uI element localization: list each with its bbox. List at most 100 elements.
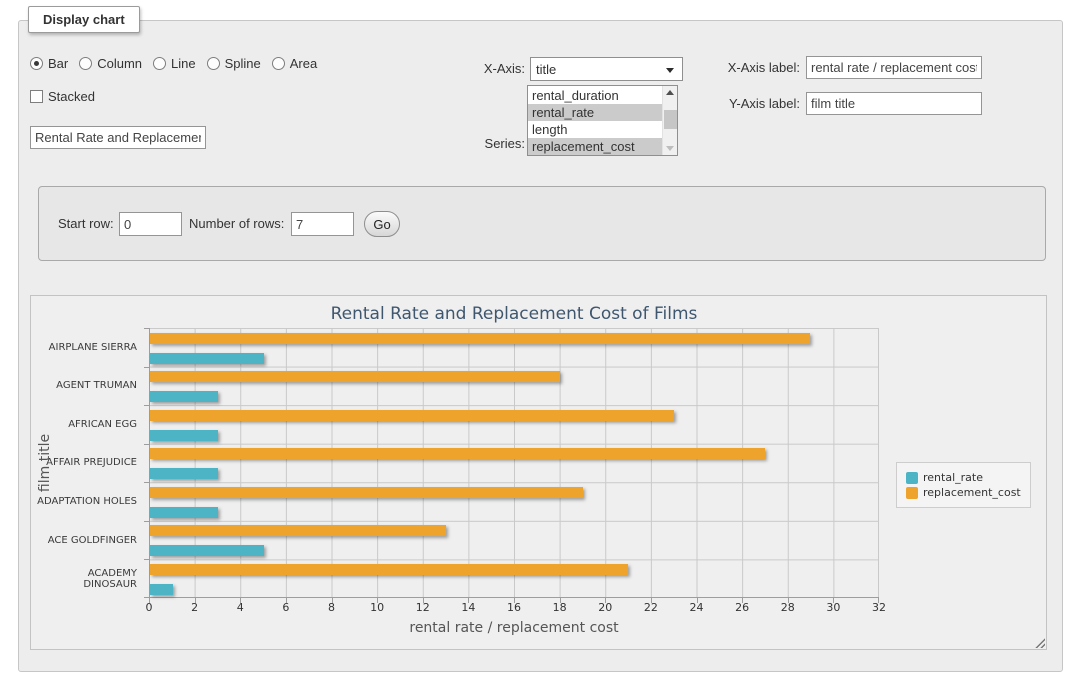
- plot-area: 02468101214161820222426283032: [149, 328, 879, 598]
- bar-rental-rate[interactable]: [150, 584, 173, 595]
- radio-icon[interactable]: [30, 57, 43, 70]
- scroll-down-icon[interactable]: [663, 141, 678, 155]
- num-rows-input[interactable]: [291, 212, 354, 236]
- scroll-up-icon[interactable]: [663, 86, 678, 100]
- radio-label: Column: [97, 56, 142, 71]
- chart-title: Rental Rate and Replacement Cost of Film…: [149, 304, 879, 324]
- x-axis-title: rental rate / replacement cost: [149, 620, 879, 636]
- bar-rental-rate[interactable]: [150, 507, 218, 518]
- radio-label: Area: [290, 56, 317, 71]
- series-option-replacement_cost[interactable]: replacement_cost: [528, 138, 662, 155]
- category-label: AIRPLANE SIERRA: [31, 328, 143, 367]
- fieldset-legend: Display chart: [28, 6, 140, 33]
- bar-replacement-cost[interactable]: [150, 333, 810, 344]
- series-multiselect[interactable]: rental_durationrental_ratelengthreplacem…: [527, 85, 678, 156]
- x-tick-label: 22: [644, 601, 658, 614]
- bar-rental-rate[interactable]: [150, 353, 264, 364]
- x-tick-label: 4: [237, 601, 244, 614]
- x-tick-label: 32: [872, 601, 886, 614]
- chart-type-radio-bar[interactable]: Bar: [30, 56, 68, 71]
- category-band: [150, 444, 879, 483]
- bar-replacement-cost[interactable]: [150, 487, 583, 498]
- radio-icon[interactable]: [79, 57, 92, 70]
- x-axis-select-label: X-Axis:: [455, 57, 525, 81]
- listbox-scrollbar[interactable]: [662, 86, 677, 155]
- bar-replacement-cost[interactable]: [150, 525, 446, 536]
- bar-replacement-cost[interactable]: [150, 564, 628, 575]
- radio-icon[interactable]: [272, 57, 285, 70]
- y-tick: [144, 444, 149, 445]
- category-label: AGENT TRUMAN: [31, 367, 143, 406]
- y-axis-label-label: Y-Axis label:: [710, 92, 800, 116]
- x-axis-select[interactable]: title: [530, 57, 683, 81]
- series-option-length[interactable]: length: [528, 121, 662, 138]
- legend-item-rental-rate[interactable]: rental_rate: [906, 471, 1021, 484]
- bar-replacement-cost[interactable]: [150, 371, 560, 382]
- y-tick: [144, 367, 149, 368]
- y-tick: [144, 482, 149, 483]
- chart-container: Rental Rate and Replacement Cost of Film…: [30, 295, 1047, 650]
- chevron-down-icon: [666, 68, 674, 73]
- x-axis-label-label: X-Axis label:: [710, 56, 800, 80]
- x-axis-label-input[interactable]: [806, 56, 982, 79]
- category-label: ACE GOLDFINGER: [31, 521, 143, 560]
- legend-item-replacement-cost[interactable]: replacement_cost: [906, 486, 1021, 499]
- bar-rental-rate[interactable]: [150, 468, 218, 479]
- category-band: [150, 328, 879, 367]
- num-rows-label: Number of rows:: [189, 212, 284, 236]
- x-tick-label: 0: [146, 601, 153, 614]
- resize-handle-icon[interactable]: [1033, 636, 1045, 648]
- x-tick-label: 12: [416, 601, 430, 614]
- x-tick-label: 2: [191, 601, 198, 614]
- stacked-label: Stacked: [48, 89, 95, 104]
- category-band: [150, 521, 879, 560]
- x-tick-label: 30: [826, 601, 840, 614]
- bar-rental-rate[interactable]: [150, 391, 218, 402]
- category-band: [150, 405, 879, 444]
- series-option-rental_duration[interactable]: rental_duration: [528, 87, 662, 104]
- chart-type-radio-line[interactable]: Line: [153, 56, 196, 71]
- radio-icon[interactable]: [153, 57, 166, 70]
- go-button[interactable]: Go: [364, 211, 400, 237]
- x-axis-selected-value: title: [536, 62, 556, 77]
- radio-label: Bar: [48, 56, 68, 71]
- scrollbar-thumb[interactable]: [664, 110, 677, 129]
- x-tick-label: 16: [507, 601, 521, 614]
- category-label: ACADEMY DINOSAUR: [31, 559, 143, 598]
- stacked-checkbox[interactable]: [30, 90, 43, 103]
- radio-label: Spline: [225, 56, 261, 71]
- category-label: ADAPTATION HOLES: [31, 482, 143, 521]
- bar-rental-rate[interactable]: [150, 430, 218, 441]
- chart-title-input[interactable]: [30, 126, 206, 149]
- legend-label: replacement_cost: [923, 486, 1021, 499]
- series-option-rental_rate[interactable]: rental_rate: [528, 104, 662, 121]
- y-tick: [144, 559, 149, 560]
- bar-replacement-cost[interactable]: [150, 410, 674, 421]
- x-tick-label: 20: [598, 601, 612, 614]
- category-label: AFRICAN EGG: [31, 405, 143, 444]
- x-tick-label: 14: [461, 601, 475, 614]
- chart-type-radio-area[interactable]: Area: [272, 56, 317, 71]
- chart-type-radio-group: Bar Column Line Spline Area: [30, 56, 328, 71]
- start-row-label: Start row:: [58, 212, 114, 236]
- y-axis-label-input[interactable]: [806, 92, 982, 115]
- x-tick-label: 18: [553, 601, 567, 614]
- legend-swatch-icon: [906, 487, 918, 499]
- legend-swatch-icon: [906, 472, 918, 484]
- start-row-input[interactable]: [119, 212, 182, 236]
- chart-type-radio-spline[interactable]: Spline: [207, 56, 261, 71]
- x-tick-label: 28: [781, 601, 795, 614]
- category-label: AFFAIR PREJUDICE: [31, 444, 143, 483]
- legend-label: rental_rate: [923, 471, 983, 484]
- chart-type-radio-column[interactable]: Column: [79, 56, 142, 71]
- radio-icon[interactable]: [207, 57, 220, 70]
- bar-replacement-cost[interactable]: [150, 448, 765, 459]
- bar-rental-rate[interactable]: [150, 545, 264, 556]
- category-band: [150, 482, 879, 521]
- radio-label: Line: [171, 56, 196, 71]
- x-tick-label: 8: [328, 601, 335, 614]
- y-tick: [144, 328, 149, 329]
- x-tick-label: 26: [735, 601, 749, 614]
- x-tick-label: 6: [282, 601, 289, 614]
- stacked-checkbox-row[interactable]: Stacked: [30, 89, 95, 104]
